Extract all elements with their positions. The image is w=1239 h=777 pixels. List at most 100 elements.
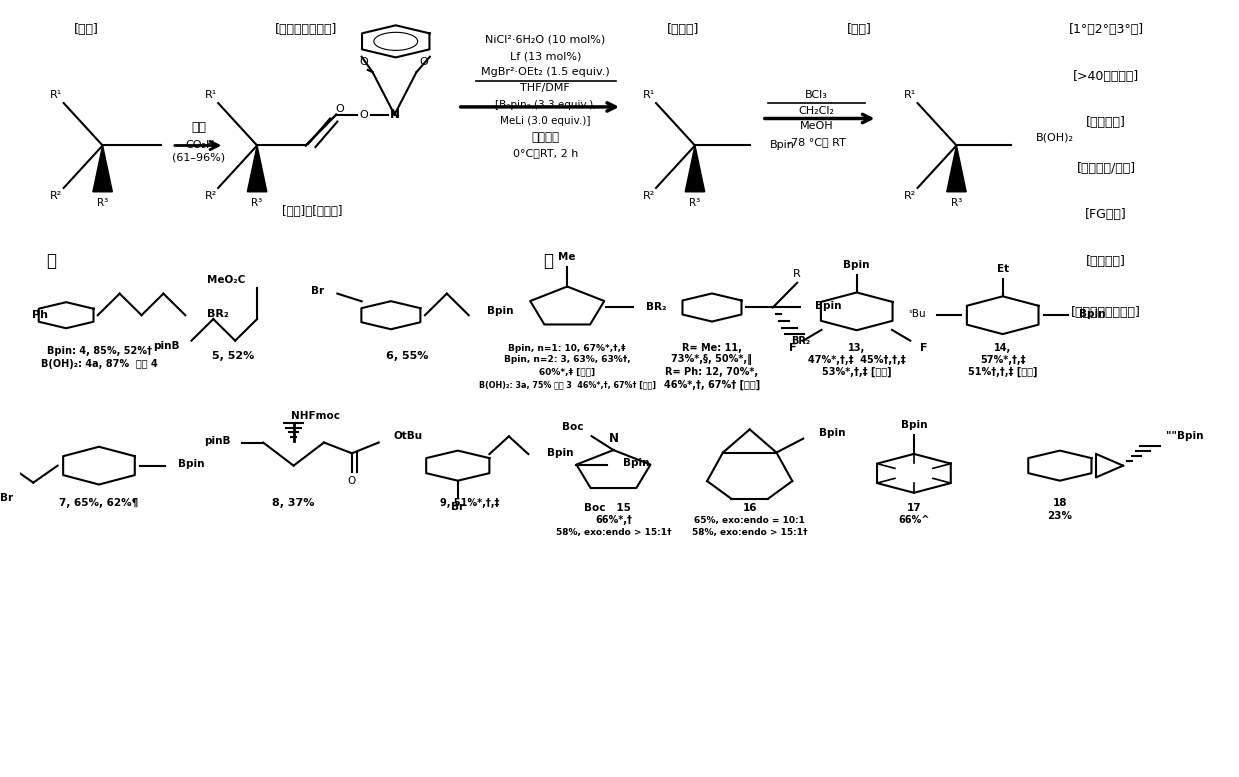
Text: pinB: pinB	[152, 341, 180, 351]
Text: [祠酸酰]: [祠酸酰]	[667, 23, 699, 37]
Text: O: O	[348, 476, 356, 486]
Text: 57%*,†,‡: 57%*,†,‡	[980, 355, 1026, 365]
Text: 58%, exo:endo > 15:1†: 58%, exo:endo > 15:1†	[556, 528, 672, 537]
Text: [1°、2°、3°酸]: [1°、2°、3°酸]	[1068, 23, 1144, 37]
Text: [B₂pin₂ (3.3 equiv.),: [B₂pin₂ (3.3 equiv.),	[494, 99, 596, 110]
Text: 51%†,†,‡ [原位]: 51%†,†,‡ [原位]	[968, 367, 1037, 377]
Text: Bpin: Bpin	[815, 301, 841, 311]
Text: MeOH: MeOH	[800, 121, 834, 131]
Text: R³: R³	[689, 198, 700, 208]
Text: [>40个实施例]: [>40个实施例]	[1073, 70, 1139, 82]
Text: R²: R²	[204, 190, 217, 200]
Text: 18: 18	[1053, 498, 1067, 507]
Text: Bpin: 4, 85%, 52%†: Bpin: 4, 85%, 52%†	[47, 347, 151, 357]
Text: OtBu: OtBu	[393, 431, 422, 441]
Text: R¹: R¹	[904, 90, 917, 100]
Polygon shape	[248, 145, 266, 192]
Text: N: N	[608, 432, 618, 445]
Polygon shape	[93, 145, 113, 192]
Text: 13,: 13,	[849, 343, 865, 354]
Text: O: O	[359, 110, 368, 120]
Text: R¹: R¹	[643, 90, 655, 100]
Text: Br: Br	[311, 285, 323, 295]
Text: R³: R³	[950, 198, 963, 208]
Text: [缧酸]: [缧酸]	[74, 23, 99, 37]
Text: Bpin: Bpin	[819, 428, 845, 438]
Text: 9, 51%*,†,‡: 9, 51%*,†,‡	[440, 498, 499, 507]
Text: R²: R²	[643, 190, 655, 200]
Text: 伯: 伯	[47, 253, 57, 270]
Text: R= Ph: 12, 70%*,: R= Ph: 12, 70%*,	[665, 367, 758, 377]
Text: 65%, exo:endo = 10:1: 65%, exo:endo = 10:1	[694, 516, 805, 525]
Text: NHFmoc: NHFmoc	[291, 410, 339, 420]
Text: R³: R³	[97, 198, 108, 208]
Text: 活化: 活化	[191, 121, 206, 134]
Text: [氧化还原活性酰]: [氧化还原活性酰]	[275, 23, 337, 37]
Text: MeLi (3.0 equiv.)]: MeLi (3.0 equiv.)]	[501, 116, 591, 126]
Text: F: F	[788, 343, 795, 354]
Text: Et: Et	[996, 264, 1009, 274]
Text: [药物合成/修饰]: [药物合成/修饰]	[1077, 162, 1136, 175]
Text: THF/DMF: THF/DMF	[520, 83, 570, 93]
Text: [实践的，可调节的]: [实践的，可调节的]	[1072, 306, 1141, 319]
Text: F: F	[919, 343, 927, 354]
Text: -78 °C至 RT: -78 °C至 RT	[787, 137, 846, 147]
Text: R= Me: 11,: R= Me: 11,	[681, 343, 742, 354]
Text: 预络合的: 预络合的	[532, 131, 559, 144]
Text: BCl₃: BCl₃	[805, 90, 828, 100]
Text: CH₂Cl₂: CH₂Cl₂	[799, 106, 835, 116]
Text: Bpin: Bpin	[844, 260, 870, 270]
Text: BR₂: BR₂	[792, 336, 810, 347]
Text: NiCl²·6H₂O (10 mol%): NiCl²·6H₂O (10 mol%)	[486, 35, 606, 45]
Text: R³: R³	[252, 198, 263, 208]
Text: 7, 65%, 62%¶: 7, 65%, 62%¶	[59, 498, 139, 507]
Text: [祠酸]: [祠酸]	[846, 23, 871, 37]
Text: Bpin: Bpin	[546, 448, 574, 458]
Text: 仲: 仲	[543, 253, 553, 270]
Text: O: O	[419, 57, 429, 67]
Text: R¹: R¹	[204, 90, 217, 100]
Polygon shape	[685, 145, 705, 192]
Text: R: R	[793, 269, 800, 279]
Text: Br: Br	[0, 493, 14, 503]
Text: Lf (13 mol%): Lf (13 mol%)	[509, 51, 581, 61]
Text: 66%*,†: 66%*,†	[595, 515, 632, 525]
Text: Boc: Boc	[561, 422, 584, 432]
Text: Bpin: Bpin	[771, 141, 795, 151]
Text: O: O	[359, 57, 368, 67]
Text: Ph: Ph	[32, 310, 48, 320]
Text: Br: Br	[451, 502, 465, 512]
Text: 17: 17	[907, 503, 922, 513]
Text: (61–96%): (61–96%)	[172, 152, 225, 162]
Text: [FG耑受]: [FG耑受]	[1085, 208, 1127, 221]
Text: 46%*,†, 67%† [原位]: 46%*,†, 67%† [原位]	[664, 379, 760, 390]
Text: R²: R²	[51, 190, 62, 200]
Text: 60%*,‡ [原位]: 60%*,‡ [原位]	[539, 367, 595, 376]
Text: Boc   15: Boc 15	[584, 503, 631, 513]
Text: BR₂: BR₂	[207, 308, 229, 319]
Text: 6, 55%: 6, 55%	[385, 351, 427, 361]
Text: BR₂: BR₂	[647, 302, 667, 312]
Text: ˢBu: ˢBu	[908, 308, 926, 319]
Text: 23%: 23%	[1047, 510, 1073, 521]
Text: Bpin: Bpin	[178, 459, 204, 469]
Text: Me: Me	[559, 253, 576, 262]
Polygon shape	[947, 145, 966, 192]
Text: ""Bpin: ""Bpin	[1166, 431, 1203, 441]
Text: [天然产品]: [天然产品]	[1087, 116, 1126, 129]
Text: B(OH)₂: 3a, 75% 来自 3  46%*,†, 67%† [原位]: B(OH)₂: 3a, 75% 来自 3 46%*,†, 67%† [原位]	[478, 380, 655, 389]
Text: 0°C至RT, 2 h: 0°C至RT, 2 h	[513, 148, 579, 159]
Text: B(OH)₂: B(OH)₂	[1036, 133, 1073, 143]
Text: 53%*,†,‡ [原位]: 53%*,†,‡ [原位]	[821, 367, 892, 377]
Text: 5, 52%: 5, 52%	[212, 351, 254, 361]
Text: R²: R²	[904, 190, 917, 200]
Text: Bpin: Bpin	[1079, 308, 1106, 319]
Text: 66%^: 66%^	[898, 515, 929, 525]
Text: N: N	[389, 108, 399, 121]
Text: O: O	[336, 104, 344, 114]
Text: Bpin: Bpin	[901, 420, 927, 430]
Text: R¹: R¹	[51, 90, 62, 100]
Text: pinB: pinB	[204, 436, 230, 446]
Text: 16: 16	[742, 503, 757, 513]
Text: MeO₂C: MeO₂C	[207, 276, 245, 285]
